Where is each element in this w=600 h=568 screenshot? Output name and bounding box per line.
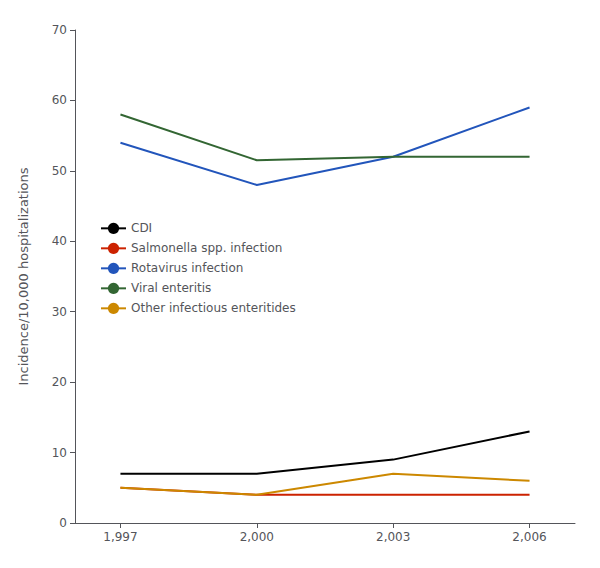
svg-text:0: 0 <box>59 516 67 530</box>
svg-text:Other infectious enteritides: Other infectious enteritides <box>131 301 296 315</box>
svg-text:10: 10 <box>52 446 67 460</box>
svg-text:Incidence/10,000 hospitalizati: Incidence/10,000 hospitalizations <box>16 167 31 385</box>
svg-text:50: 50 <box>52 164 67 178</box>
svg-text:2,006: 2,006 <box>512 530 546 544</box>
svg-text:2,000: 2,000 <box>240 530 274 544</box>
svg-text:30: 30 <box>52 305 67 319</box>
svg-text:20: 20 <box>52 375 67 389</box>
svg-text:40: 40 <box>52 234 67 248</box>
svg-text:2,003: 2,003 <box>376 530 410 544</box>
svg-text:CDI: CDI <box>131 221 152 235</box>
svg-text:70: 70 <box>52 23 67 37</box>
svg-text:Salmonella spp. infection: Salmonella spp. infection <box>131 241 282 255</box>
svg-text:1,997: 1,997 <box>103 530 137 544</box>
svg-text:Viral enteritis: Viral enteritis <box>131 281 211 295</box>
svg-text:Rotavirus infection: Rotavirus infection <box>131 261 243 275</box>
svg-text:60: 60 <box>52 93 67 107</box>
